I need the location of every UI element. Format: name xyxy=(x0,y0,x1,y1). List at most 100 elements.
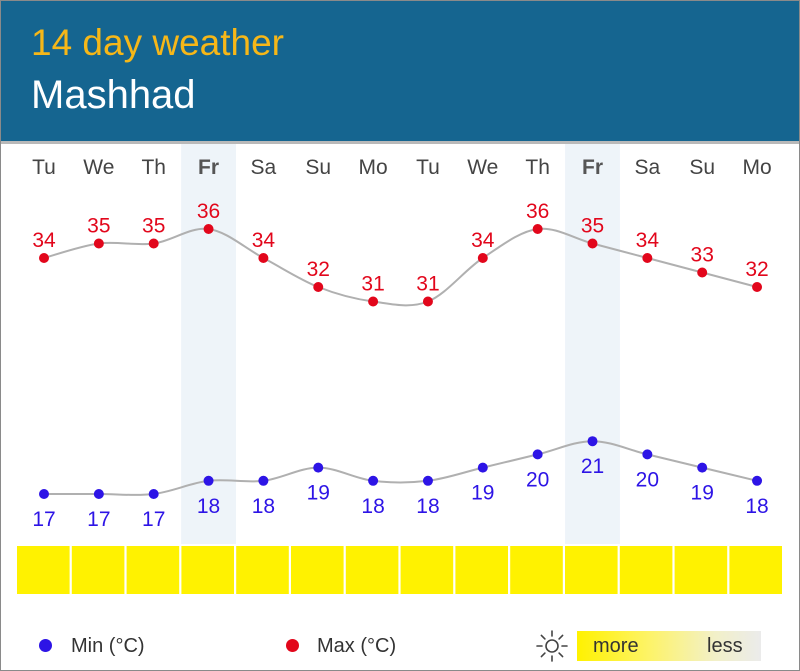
day-label: Su xyxy=(689,156,715,179)
min-temp-point xyxy=(642,449,653,460)
min-temp-label: 17 xyxy=(32,508,55,531)
min-temp-point xyxy=(697,462,708,473)
min-temp-point xyxy=(93,489,104,499)
max-legend-marker xyxy=(286,639,299,652)
min-temp-label: 18 xyxy=(361,495,384,518)
min-temp-point xyxy=(313,462,324,473)
max-legend-label: Max (°C) xyxy=(317,635,397,657)
max-temp-point xyxy=(313,282,324,292)
sunshine-cell xyxy=(236,546,289,594)
day-label: Fr xyxy=(582,156,603,179)
max-temp-point xyxy=(203,224,214,234)
highlight-column xyxy=(565,144,620,544)
sunshine-cell xyxy=(674,546,728,594)
sunshine-cell xyxy=(291,546,344,594)
max-temp-point xyxy=(697,267,708,278)
header-divider xyxy=(1,141,799,144)
min-legend-label: Min (°C) xyxy=(71,635,145,657)
max-temp-label: 35 xyxy=(581,215,604,238)
max-temp-label: 35 xyxy=(87,215,110,238)
min-temp-label: 17 xyxy=(142,508,165,531)
max-temp-label: 34 xyxy=(636,229,660,252)
max-temp-label: 34 xyxy=(252,229,276,252)
max-temp-label: 34 xyxy=(471,229,495,252)
min-temp-point xyxy=(422,475,433,486)
day-label: Th xyxy=(141,156,166,179)
max-temp-label: 32 xyxy=(745,258,768,281)
max-temp-point xyxy=(752,282,763,292)
day-label: We xyxy=(83,156,114,179)
min-temp-label: 19 xyxy=(471,482,494,505)
min-temp-point xyxy=(368,475,379,486)
day-label: Tu xyxy=(32,156,56,179)
min-temp-point xyxy=(477,462,488,473)
max-temp-label: 31 xyxy=(416,273,439,296)
max-temp-point xyxy=(93,238,104,249)
sunshine-cell xyxy=(729,546,782,594)
max-temp-point xyxy=(477,253,488,263)
max-temp-point xyxy=(258,253,269,263)
day-label: Mo xyxy=(742,156,771,179)
day-label: Sa xyxy=(635,156,661,179)
legend: Min (°C) Max (°C) more less xyxy=(1,623,799,669)
sunshine-more-label: more xyxy=(593,635,639,657)
min-legend-marker xyxy=(39,639,52,652)
min-temp-point xyxy=(148,489,159,499)
page-title: 14 day weather xyxy=(31,22,285,63)
max-temp-label: 36 xyxy=(526,200,549,223)
min-temp-point xyxy=(258,475,269,486)
max-temp-label: 35 xyxy=(142,215,165,238)
max-temp-point xyxy=(148,238,159,249)
sunshine-scale xyxy=(577,631,761,661)
min-temp-label: 19 xyxy=(691,482,714,505)
sunshine-cell xyxy=(126,546,180,594)
min-temp-label: 20 xyxy=(526,468,549,491)
min-temp-label: 20 xyxy=(636,468,659,491)
city-name: Mashhad xyxy=(31,73,196,117)
day-label: Su xyxy=(305,156,331,179)
day-label: Th xyxy=(525,156,550,179)
sunshine-less-label: less xyxy=(707,635,743,657)
min-temp-label: 18 xyxy=(197,495,220,518)
sunshine-cell xyxy=(71,546,125,594)
max-temp-point xyxy=(587,238,598,249)
min-temp-label: 18 xyxy=(745,495,768,518)
max-temp-line xyxy=(43,227,758,307)
sunshine-cell xyxy=(619,546,673,594)
min-temp-label: 21 xyxy=(581,455,604,478)
sunshine-cell xyxy=(565,546,618,594)
sun-icon xyxy=(536,630,568,662)
min-temp-point xyxy=(203,475,214,486)
min-temp-point xyxy=(587,436,598,447)
max-temp-label: 32 xyxy=(307,258,330,281)
max-temp-label: 31 xyxy=(361,273,384,296)
sunshine-cell xyxy=(400,546,454,594)
sunshine-cell xyxy=(510,546,563,594)
day-label: Fr xyxy=(198,156,219,179)
min-temp-label: 18 xyxy=(416,495,439,518)
sunshine-cell xyxy=(345,546,399,594)
sunshine-cell xyxy=(181,546,234,594)
max-temp-label: 36 xyxy=(197,200,220,223)
max-temp-point xyxy=(368,296,379,307)
min-temp-point xyxy=(39,489,49,499)
day-label: We xyxy=(467,156,498,179)
max-temp-label: 33 xyxy=(691,244,714,267)
max-temp-point xyxy=(532,224,543,234)
max-temp-point xyxy=(422,296,433,307)
day-label: Mo xyxy=(359,156,388,179)
min-temp-label: 18 xyxy=(252,495,275,518)
day-label: Sa xyxy=(251,156,277,179)
day-label: Tu xyxy=(416,156,440,179)
min-temp-point xyxy=(532,449,543,460)
sunshine-cell xyxy=(17,546,70,594)
header: 14 day weather Mashhad xyxy=(1,1,799,141)
sunshine-cell xyxy=(455,546,508,594)
max-temp-point xyxy=(39,253,49,263)
max-temp-point xyxy=(642,253,653,263)
min-temp-label: 17 xyxy=(87,508,110,531)
max-temp-label: 34 xyxy=(32,229,56,252)
min-temp-point xyxy=(752,475,763,486)
